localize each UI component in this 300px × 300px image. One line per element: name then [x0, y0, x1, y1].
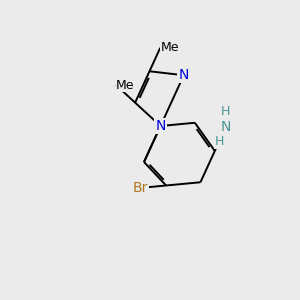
- Text: Me: Me: [116, 79, 135, 92]
- Text: N: N: [155, 119, 166, 133]
- Text: N: N: [220, 120, 231, 134]
- Text: Me: Me: [160, 41, 179, 54]
- Text: N: N: [178, 68, 189, 82]
- Text: H: H: [215, 135, 224, 148]
- Text: H: H: [221, 105, 230, 118]
- Text: Br: Br: [133, 181, 148, 195]
